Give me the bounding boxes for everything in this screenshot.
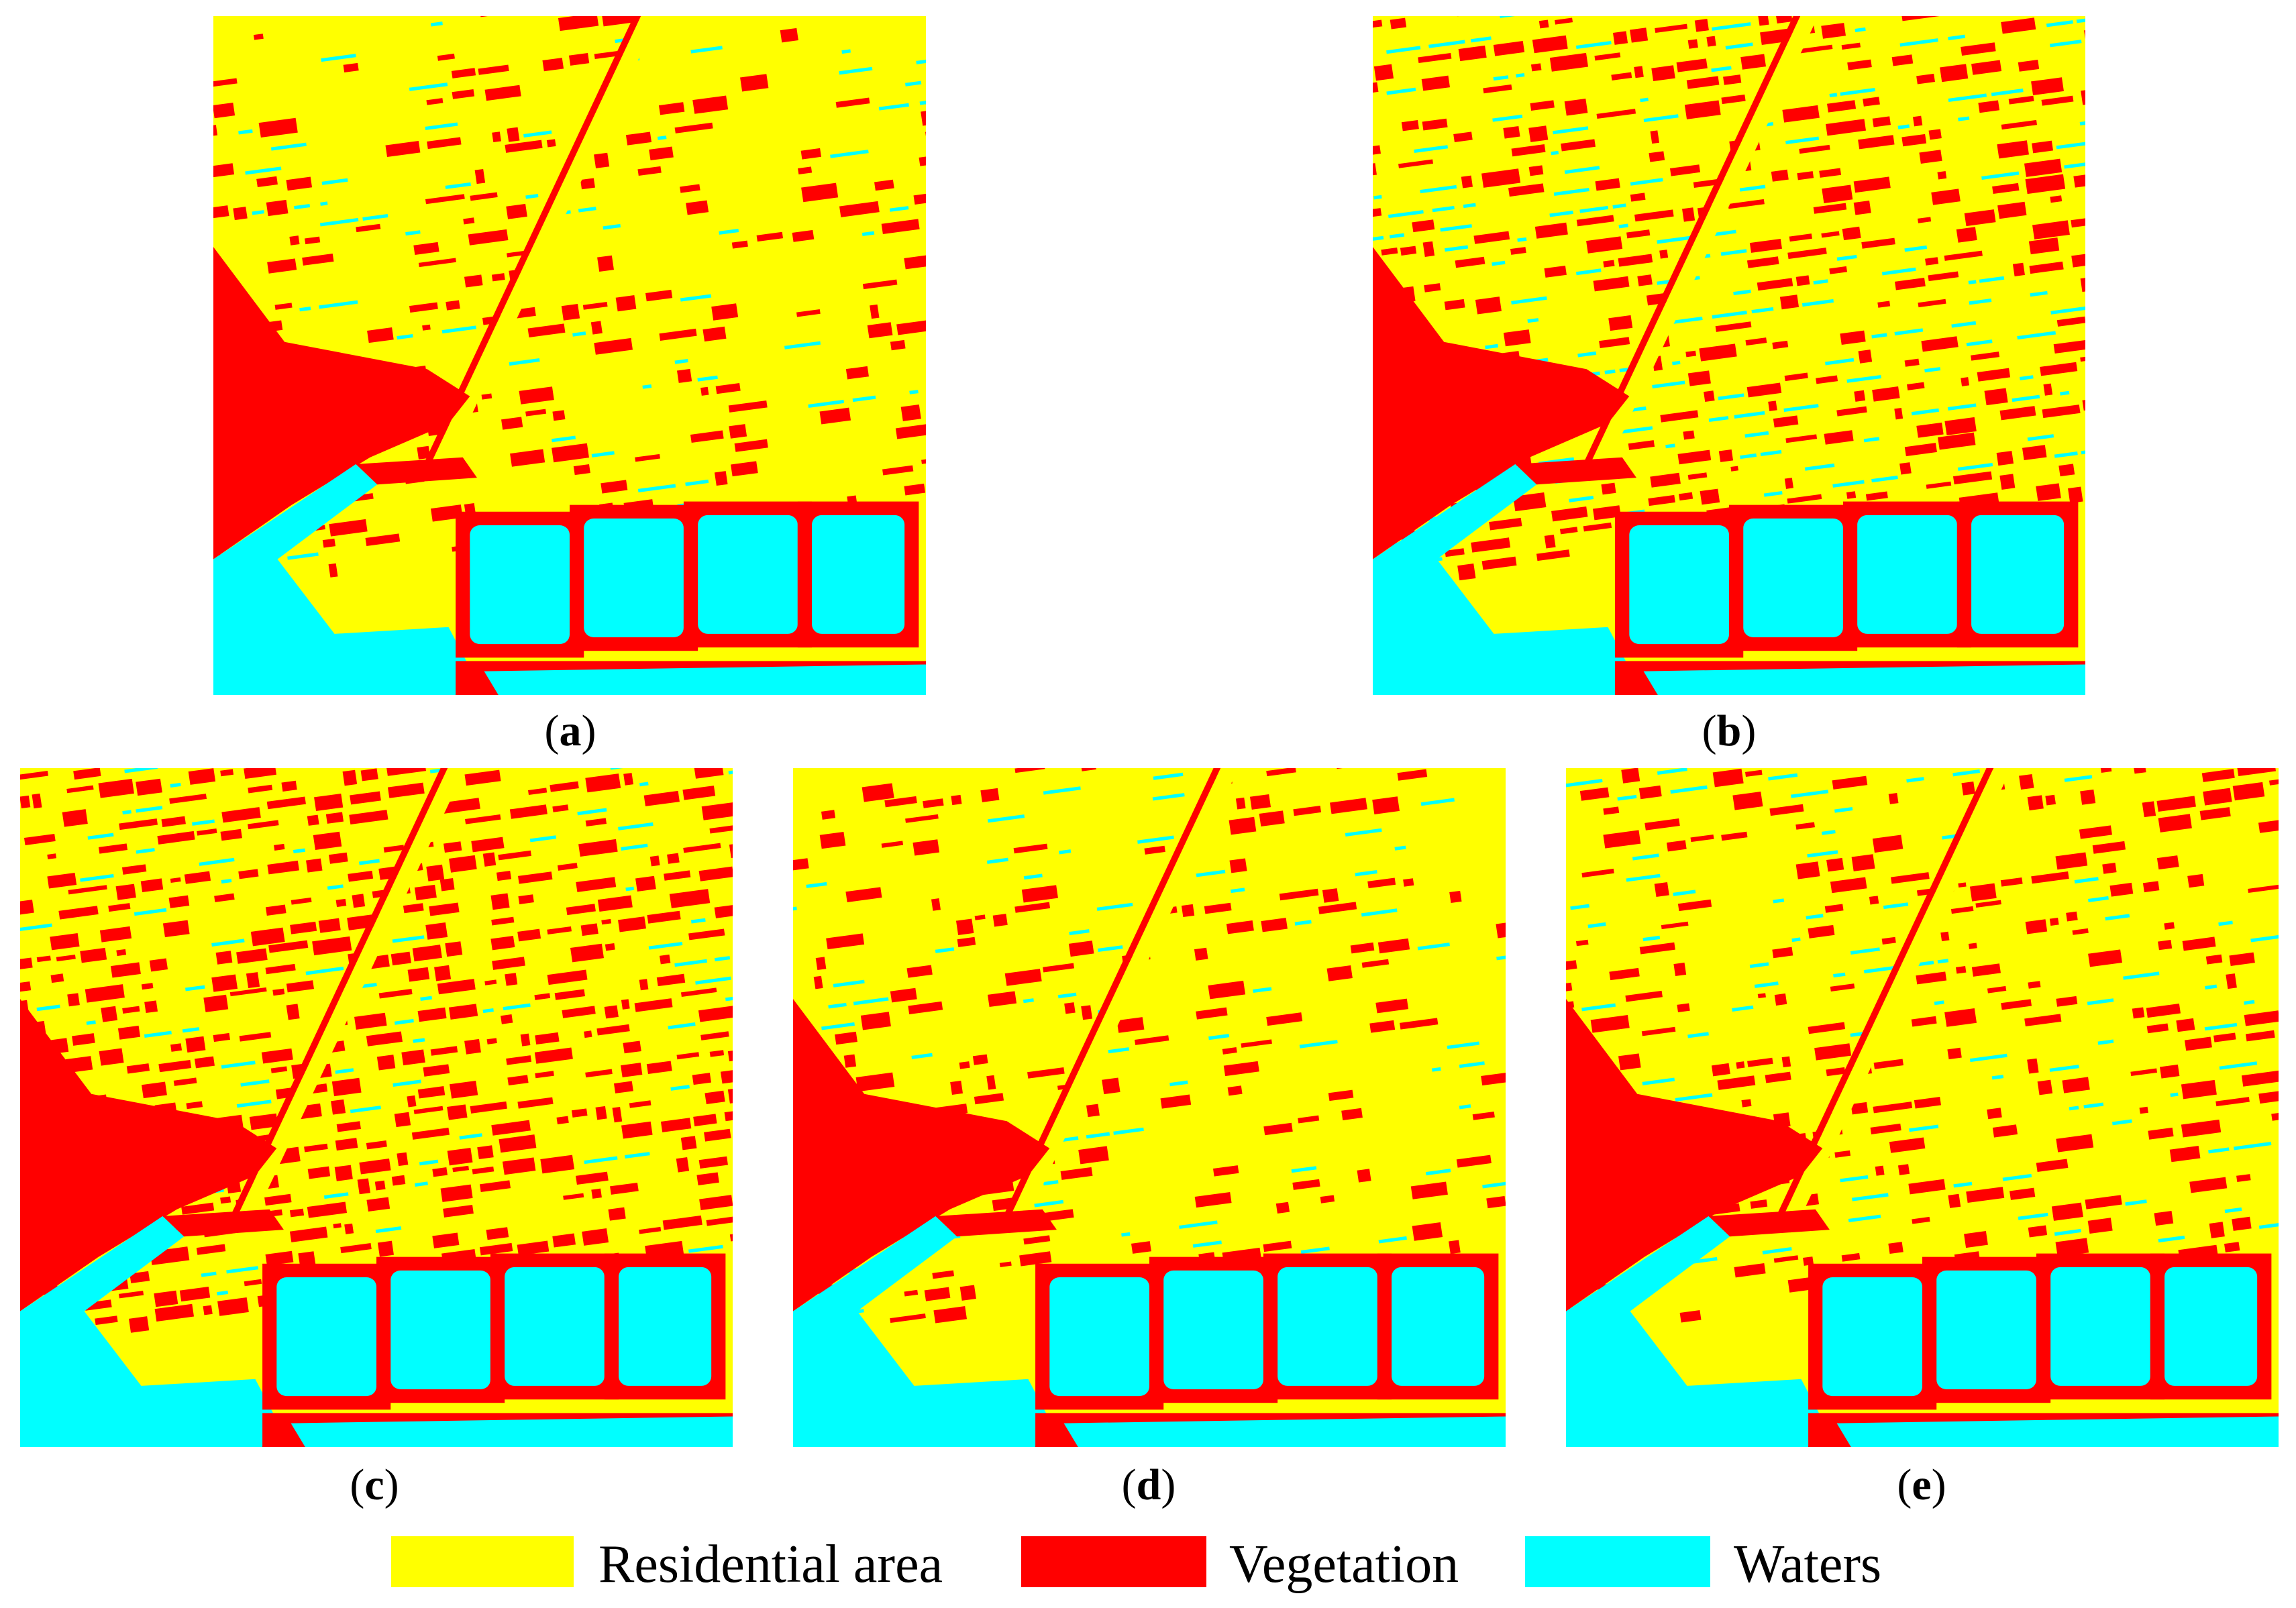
legend-swatch-waters xyxy=(1525,1536,1710,1587)
caption-d: (d) xyxy=(1121,1460,1176,1509)
legend-swatch-vegetation xyxy=(1021,1536,1206,1587)
caption-a: (a) xyxy=(544,706,596,755)
caption-c: (c) xyxy=(350,1460,399,1509)
legend-label-waters: Waters xyxy=(1734,1535,1882,1594)
panel-c-map xyxy=(20,768,733,1447)
legend-label-vegetation: Vegetation xyxy=(1229,1535,1459,1594)
caption-e: (e) xyxy=(1897,1460,1946,1509)
classification-map-c xyxy=(20,768,733,1447)
caption-b: (b) xyxy=(1702,706,1757,755)
classification-map-b xyxy=(1373,16,2085,695)
classification-map-a xyxy=(213,16,926,695)
panel-d-map xyxy=(793,768,1506,1447)
panel-e-map xyxy=(1566,768,2279,1447)
legend-swatch-residential xyxy=(391,1536,574,1587)
panel-b-map xyxy=(1373,16,2085,695)
classification-map-d xyxy=(793,768,1506,1447)
legend-label-residential: Residential area xyxy=(598,1535,943,1594)
classification-map-e xyxy=(1566,768,2279,1447)
panel-a-map xyxy=(213,16,926,695)
